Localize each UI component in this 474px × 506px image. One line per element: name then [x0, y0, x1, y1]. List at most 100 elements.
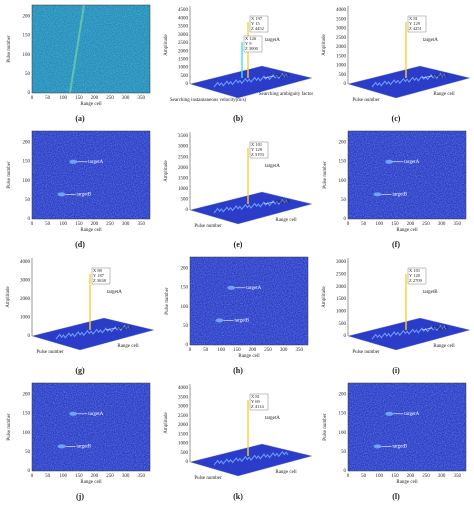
y-axis-label: Pulse number [7, 161, 12, 189]
y-axis-label: Pulse number [7, 35, 12, 63]
target-blob [385, 159, 394, 164]
y-tick-label: 0 [28, 217, 31, 222]
x-axis-label: Range cell [275, 218, 297, 223]
z-tick-label: 500 [181, 198, 189, 203]
x-tick-label: 300 [122, 474, 130, 479]
y-tick-label: 100 [23, 431, 31, 436]
y-tick-label: 150 [23, 412, 31, 417]
y-tick-label: 50 [25, 198, 31, 203]
x-tick-label: 0 [31, 96, 34, 101]
z-tick-label: 1000 [178, 187, 189, 192]
noise [213, 450, 289, 466]
noise [371, 324, 447, 340]
datatip-text: Y 187 [93, 273, 105, 278]
z-tick-label: 3500 [178, 134, 189, 139]
z-tick-label: 3000 [178, 145, 189, 150]
target-label: targetB [117, 326, 132, 331]
z-tick-label: 2500 [336, 272, 347, 277]
y-axis-label: Pulse number [194, 224, 222, 229]
datatip-text: Z 3638 [93, 278, 107, 283]
panel-label: (g) [75, 366, 85, 375]
y-axis-label: Pulse number [352, 98, 380, 103]
x-tick-label: 300 [122, 96, 130, 101]
target-blob [57, 444, 66, 449]
y-tick-label: 50 [341, 198, 347, 203]
panel-label: (c) [392, 114, 401, 123]
z-tick-label: 1000 [178, 66, 189, 71]
x-tick-label: 300 [122, 222, 130, 227]
panel-label: (k) [233, 492, 243, 501]
x-tick-label: 100 [217, 348, 225, 353]
target-label: targetA [265, 164, 280, 169]
x-tick-label: 250 [106, 222, 114, 227]
x-axis-label: Range cell [396, 228, 418, 233]
target-label: targetB [275, 200, 290, 205]
datatip [249, 393, 269, 411]
datatip-text: Y 9 [245, 41, 252, 46]
y-tick-label: 200 [339, 141, 347, 146]
panel: (k) 0 500 1000 1500 2000 2500 3000 3500 4000 Ampli… [164, 384, 313, 501]
arrow [105, 327, 117, 331]
z-tick-label: 3000 [178, 405, 189, 410]
z-tick-label: 3500 [336, 17, 347, 22]
x-tick-label: 150 [75, 474, 83, 479]
y-axis-label: Pulse number [36, 350, 64, 355]
target-label: targetA [433, 326, 448, 331]
panel: (d)0 50 100 150 200 250 300 350050100150200Rang… [7, 130, 151, 249]
z-tick-label: 4000 [336, 8, 347, 13]
arrow [421, 75, 433, 79]
target-label: targetA [404, 412, 419, 417]
datatip-text: X 197 [251, 16, 263, 21]
streak [69, 4, 85, 94]
z-tick-label: 2500 [178, 155, 189, 160]
y-tick-label: 0 [28, 469, 31, 474]
y-tick-label: 100 [23, 53, 31, 58]
x-tick-label: 100 [59, 474, 67, 479]
y-tick-label: 50 [183, 324, 189, 329]
z-tick-label: 1500 [178, 432, 189, 437]
x-axis-label: Range cell [80, 480, 102, 485]
x-tick-label: 250 [422, 222, 430, 227]
x-tick-label: 0 [31, 222, 34, 227]
target-blob [373, 444, 382, 449]
x-tick-label: 100 [59, 96, 67, 101]
target-blob [227, 285, 236, 290]
z-tick-label: 3500 [178, 25, 189, 30]
image-noise [32, 383, 150, 471]
x-axis-label: Range cell [396, 480, 418, 485]
datatip-text: Y 129 [251, 147, 263, 152]
x-axis-label: Searching ambiguity factor [259, 92, 314, 97]
panel: (e) 0 500 1000 1500 2000 2500 3000 3500 Amplitude… [164, 132, 313, 249]
z-tick-label: 0 [28, 334, 31, 339]
image-noise [348, 383, 466, 471]
frame [31, 4, 151, 94]
target-label: targetA [404, 160, 419, 165]
y-tick-label: 200 [181, 267, 189, 272]
panel: (g) 0 1000 2000 3000 4000 Amplitude X 80Y 187Z … [6, 258, 155, 375]
datatip-text: X 101 [251, 142, 262, 147]
x-axis-label: Range cell [80, 228, 102, 233]
z-tick-label: 2000 [178, 423, 189, 428]
z-tick-label: 1500 [336, 297, 347, 302]
x-axis-label: Range cell [117, 344, 139, 349]
z-tick-label: 1000 [178, 442, 189, 447]
z-tick-label: 0 [186, 82, 189, 87]
datatip-text: X 126 [245, 36, 257, 41]
datatip [249, 15, 269, 33]
x-tick-label: 350 [138, 222, 146, 227]
datatip-text: X 101 [409, 268, 420, 273]
target-label: targetA [246, 286, 261, 291]
x-tick-label: 350 [454, 474, 462, 479]
x-tick-label: 0 [189, 348, 192, 353]
panel-label: (h) [233, 366, 243, 375]
target-label: targetB [393, 445, 408, 450]
x-tick-label: 250 [422, 474, 430, 479]
z-tick-label: 2000 [336, 285, 347, 290]
datatip-text: Z 4251 [409, 26, 422, 31]
noise [213, 198, 289, 214]
x-tick-label: 50 [361, 474, 367, 479]
x-axis-label: Range cell [275, 470, 297, 475]
x-tick-label: 50 [45, 474, 51, 479]
z-tick-label: 500 [339, 73, 347, 78]
z-tick-label: 2500 [336, 36, 347, 41]
